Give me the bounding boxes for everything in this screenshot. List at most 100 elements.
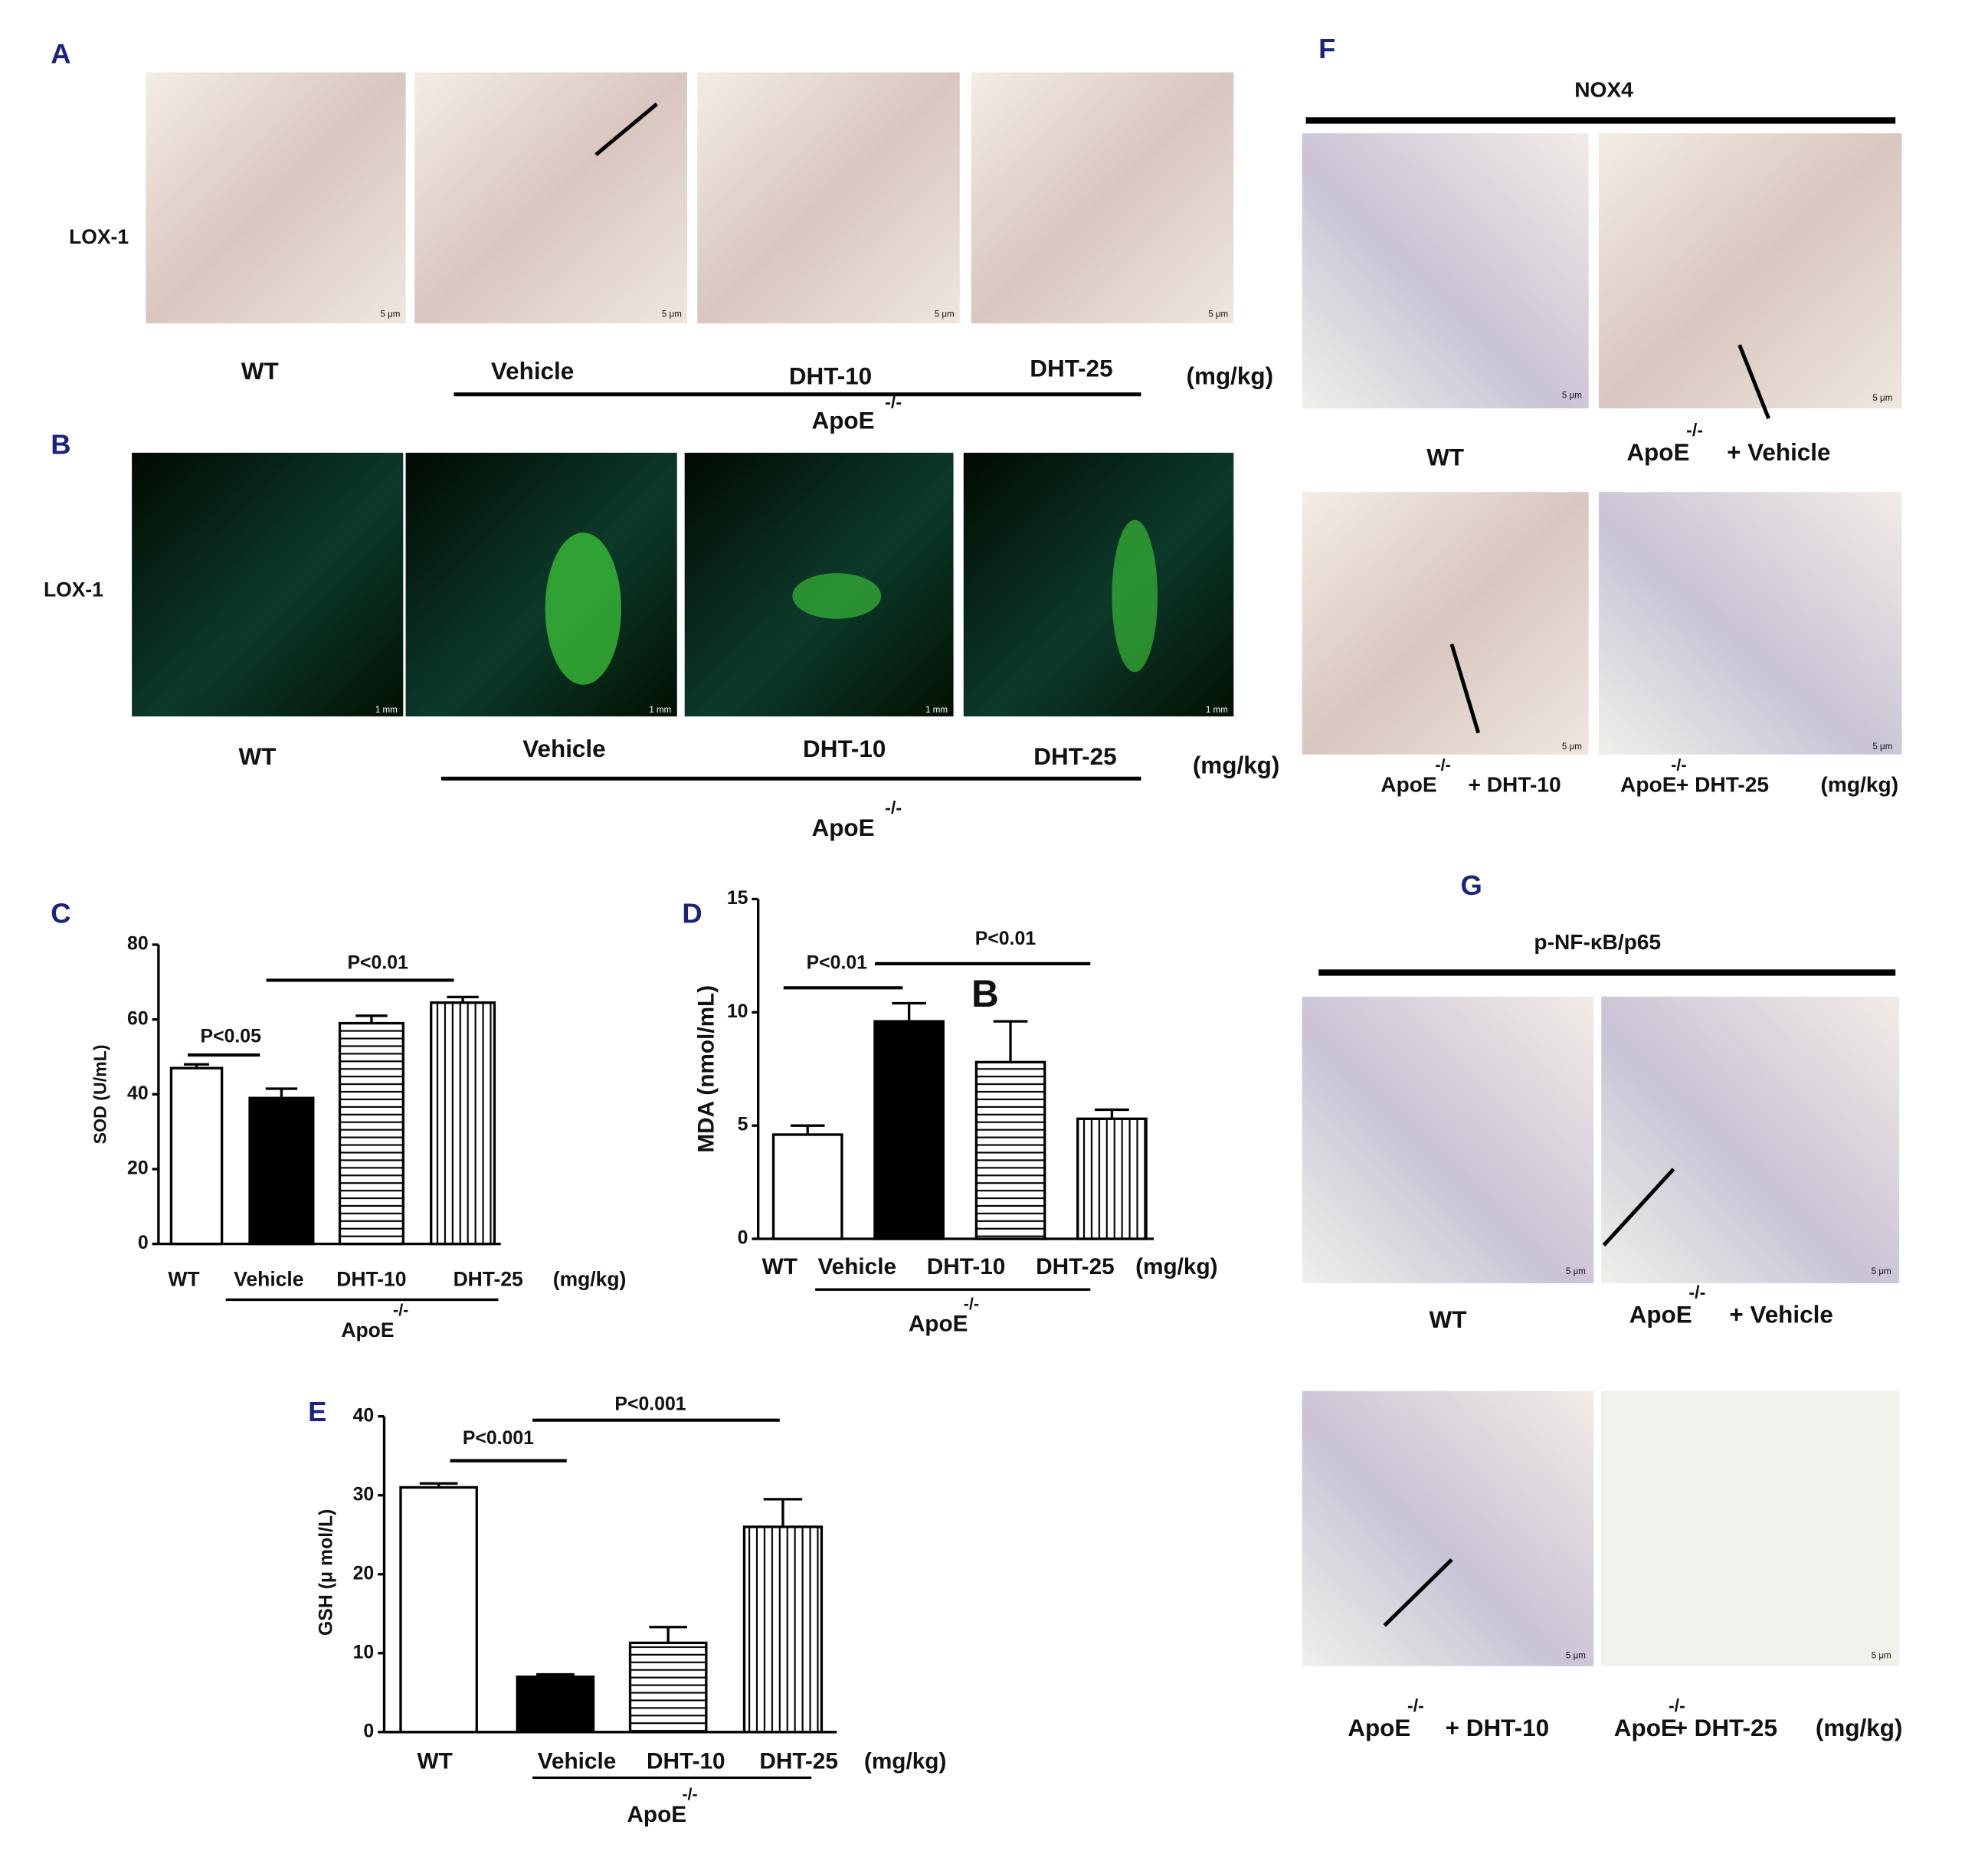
significance-label: P<0.01 bbox=[348, 952, 409, 973]
micrograph bbox=[405, 452, 677, 717]
panel-letter: E bbox=[308, 1396, 326, 1427]
significance-label: P<0.001 bbox=[614, 1394, 686, 1414]
y-tick-label: 10 bbox=[727, 1001, 748, 1022]
scale-label: 5 μm bbox=[935, 310, 955, 319]
group-label: WT bbox=[241, 358, 279, 385]
x-tick-label: WT bbox=[762, 1254, 797, 1279]
genotype-sup: -/- bbox=[1688, 1282, 1705, 1302]
significance-label: P<0.001 bbox=[463, 1428, 534, 1449]
stain-label: LOX-1 bbox=[69, 225, 129, 248]
scale-label: 5 μm bbox=[1872, 1652, 1891, 1661]
arrow bbox=[1449, 644, 1481, 734]
x-tick-label: DHT-25 bbox=[1036, 1254, 1115, 1279]
x-tick-label: Vehicle bbox=[817, 1254, 896, 1279]
micrograph bbox=[971, 72, 1234, 324]
genotype-sup: -/- bbox=[1435, 755, 1450, 774]
scale-label: 5 μm bbox=[1872, 742, 1892, 752]
panel-title: NOX4 bbox=[1574, 78, 1633, 102]
group-label: + Vehicle bbox=[1729, 1301, 1832, 1328]
group-label: + DHT-25 bbox=[1676, 773, 1769, 797]
unit-label: (mg/kg) bbox=[553, 1268, 627, 1291]
group-label: + DHT-10 bbox=[1468, 773, 1561, 797]
panel-letter: A bbox=[51, 38, 70, 70]
y-tick-label: 60 bbox=[127, 1008, 149, 1029]
bar bbox=[248, 1096, 315, 1246]
genotype: ApoE bbox=[812, 408, 875, 434]
genotype-sup: -/- bbox=[1407, 1695, 1424, 1715]
stain-signal bbox=[1112, 519, 1158, 673]
bar bbox=[771, 1133, 843, 1240]
x-tick-label: DHT-10 bbox=[647, 1748, 725, 1774]
bar bbox=[430, 1001, 496, 1246]
micrograph bbox=[1302, 1391, 1594, 1666]
genotype: ApoE bbox=[1629, 1301, 1692, 1328]
micrograph bbox=[1598, 133, 1902, 408]
group-label: + DHT-10 bbox=[1446, 1715, 1549, 1741]
genotype: ApoE bbox=[812, 814, 875, 841]
micrograph bbox=[1598, 492, 1902, 755]
y-tick-label: 30 bbox=[353, 1484, 375, 1505]
panel-b: B LOX-1 1 mm 1 mm 1 mm 1 mm WT Vehicle D… bbox=[44, 428, 1279, 841]
genotype-sup: -/- bbox=[885, 798, 902, 817]
micrograph bbox=[1601, 996, 1900, 1283]
y-tick-label: 40 bbox=[353, 1405, 375, 1426]
micrograph bbox=[1601, 1391, 1900, 1666]
arrow bbox=[1383, 1558, 1453, 1627]
scale-label: 1 mm bbox=[649, 706, 671, 715]
group-label: Vehicle bbox=[491, 358, 574, 385]
genotype-sup: -/- bbox=[682, 1785, 697, 1803]
scale-label: 5 μm bbox=[1566, 1652, 1586, 1661]
micrograph bbox=[132, 452, 404, 717]
micrograph bbox=[146, 72, 406, 324]
genotype: ApoE bbox=[1614, 1715, 1677, 1741]
y-axis-label: SOD (U/mL) bbox=[90, 1044, 110, 1144]
micrograph bbox=[414, 72, 687, 324]
genotype: ApoE bbox=[1348, 1715, 1410, 1741]
y-tick-label: 5 bbox=[738, 1115, 748, 1135]
bar bbox=[516, 1676, 595, 1734]
y-tick-label: 0 bbox=[138, 1233, 149, 1253]
group-label: Vehicle bbox=[522, 735, 605, 762]
arrow bbox=[594, 102, 658, 156]
bar bbox=[338, 1021, 404, 1246]
scale-label: 5 μm bbox=[1872, 1267, 1891, 1276]
group-label: WT bbox=[1426, 444, 1464, 471]
micrograph bbox=[1302, 492, 1589, 755]
significance-label: P<0.05 bbox=[201, 1026, 262, 1047]
group-label: WT bbox=[239, 743, 277, 770]
y-tick-label: 20 bbox=[127, 1158, 149, 1179]
bar bbox=[974, 1060, 1046, 1240]
x-tick-label: Vehicle bbox=[538, 1748, 617, 1774]
y-axis-label: MDA (nmol/mL) bbox=[693, 985, 719, 1153]
y-axis-label: GSH (μ mol/L) bbox=[316, 1509, 337, 1636]
x-tick-label: DHT-10 bbox=[336, 1268, 406, 1291]
micrograph bbox=[1302, 996, 1594, 1283]
panel-a: A LOX-1 5 μm 5 μm 5 μm 5 μm WT Vehicle D… bbox=[51, 38, 1273, 434]
arrow bbox=[1737, 344, 1770, 420]
bar bbox=[873, 1020, 945, 1240]
significance-label: P<0.01 bbox=[975, 929, 1037, 949]
arrow bbox=[1602, 1168, 1675, 1246]
y-tick-label: 20 bbox=[353, 1563, 375, 1584]
genotype: ApoE bbox=[1626, 439, 1689, 466]
scale-label: 5 μm bbox=[1562, 742, 1582, 752]
y-tick-label: 15 bbox=[727, 888, 748, 909]
scale-label: 5 μm bbox=[1208, 310, 1228, 319]
x-tick-label: Vehicle bbox=[234, 1268, 303, 1291]
micrograph bbox=[697, 72, 960, 324]
panel-letter: F bbox=[1318, 33, 1335, 64]
genotype-sup: -/- bbox=[964, 1295, 979, 1313]
unit-label: (mg/kg) bbox=[1816, 1715, 1903, 1741]
panel-letter: C bbox=[51, 898, 70, 929]
bar bbox=[628, 1641, 708, 1734]
x-tick-label: DHT-10 bbox=[927, 1254, 1006, 1279]
x-tick-label: DHT-25 bbox=[454, 1268, 523, 1291]
panel-title: p-NF-κB/p65 bbox=[1534, 930, 1661, 954]
scale-label: 5 μm bbox=[662, 310, 682, 319]
genotype-sup: -/- bbox=[393, 1301, 408, 1319]
genotype-sup: -/- bbox=[885, 392, 902, 412]
stain-label: LOX-1 bbox=[44, 578, 103, 601]
bar bbox=[169, 1066, 224, 1246]
stain-signal bbox=[792, 573, 882, 619]
x-tick-label: DHT-25 bbox=[759, 1748, 838, 1774]
